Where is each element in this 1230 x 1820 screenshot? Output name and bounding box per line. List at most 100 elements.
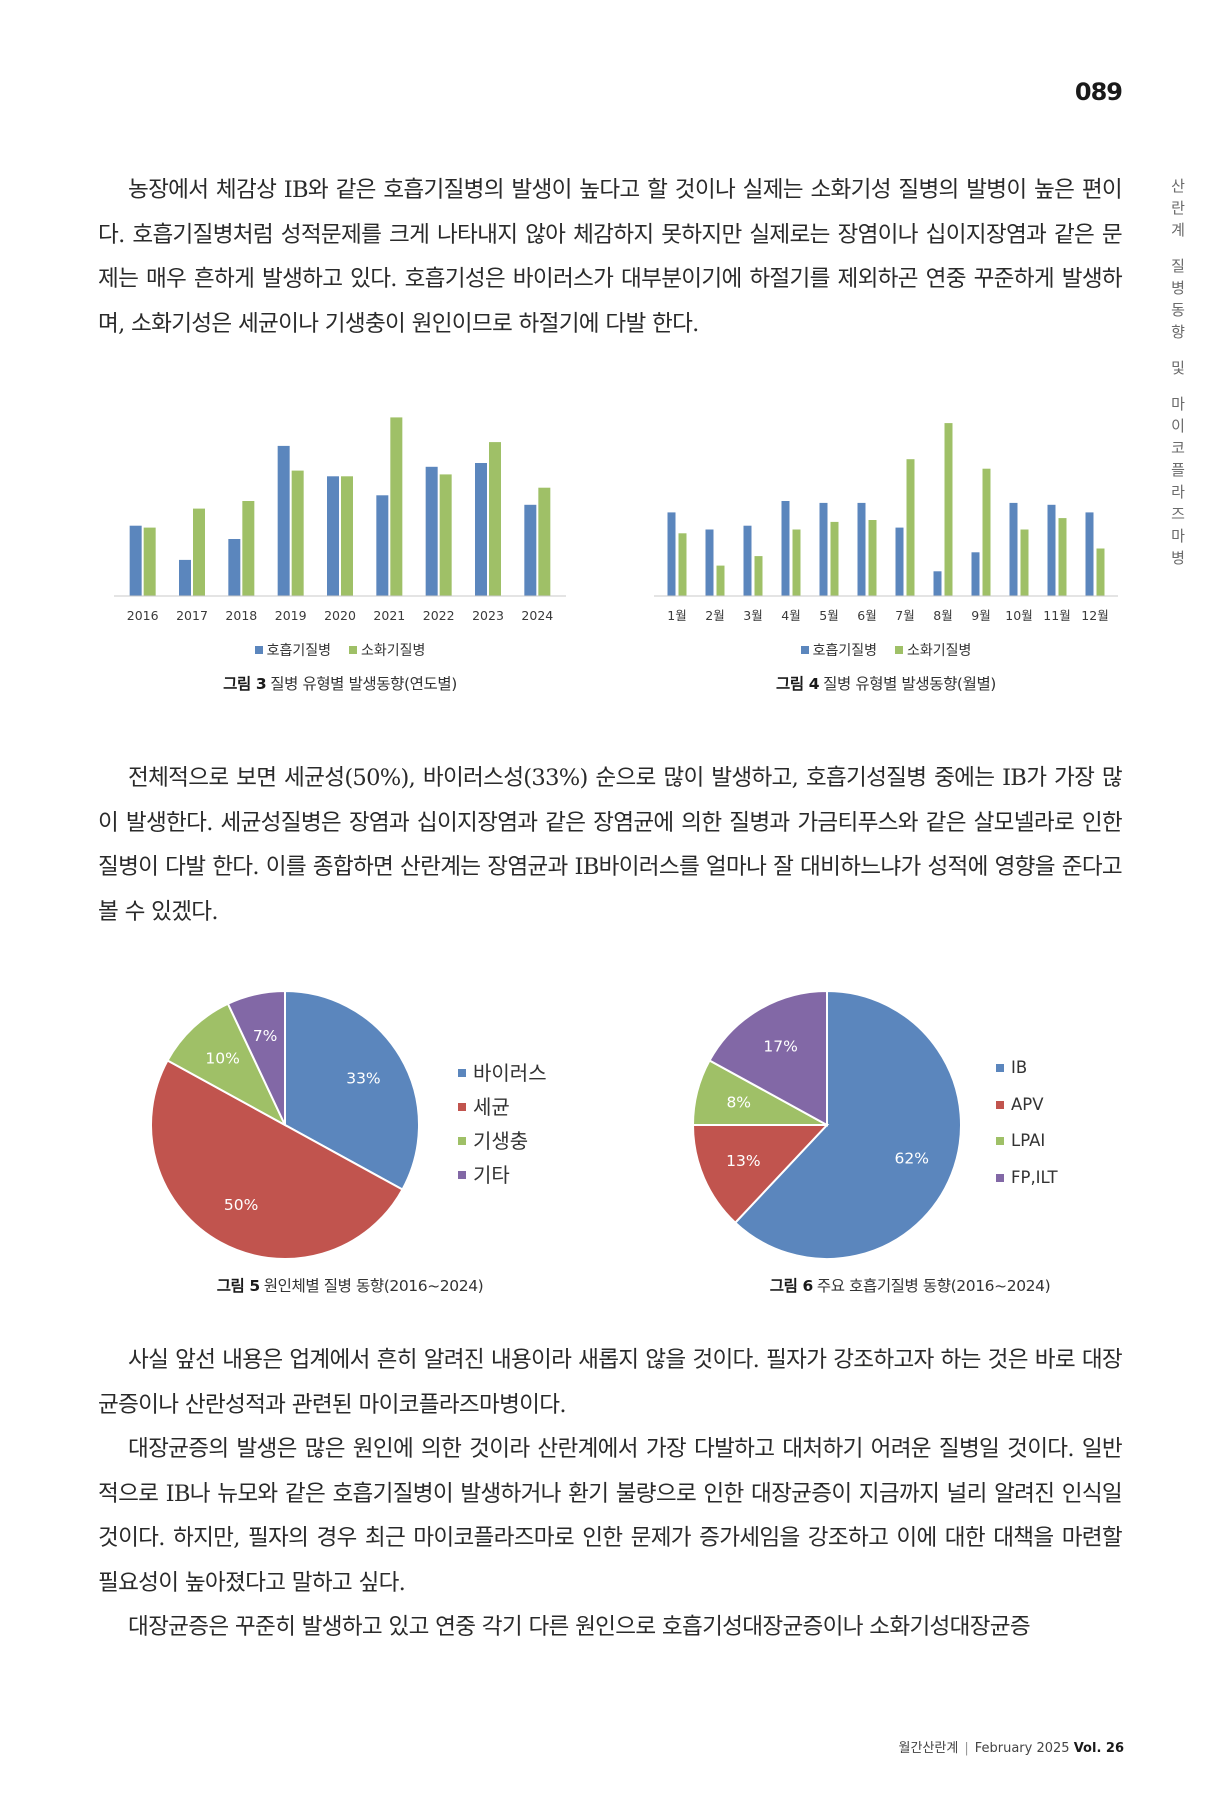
slice-data-label: 13% (726, 1152, 760, 1170)
x-tick-label: 2020 (324, 608, 356, 623)
paragraph-4-text: 대장균증의 발생은 많은 원인에 의한 것이라 산란계에서 가장 다발하고 대처… (98, 1436, 1123, 1596)
pie-legend-item: APV (996, 1087, 1058, 1124)
paragraph-1-text: 농장에서 체감상 IB와 같은 호흡기질병의 발생이 높다고 할 것이나 실제는… (98, 177, 1123, 337)
x-tick-label: 6월 (857, 608, 876, 623)
legend-label: 기생충 (473, 1129, 529, 1153)
legend-swatch (458, 1171, 466, 1179)
legend-label: 호흡기질병 (266, 643, 331, 659)
legend-label: IB (1011, 1058, 1028, 1077)
issue-date: February 2025 (974, 1741, 1070, 1756)
legend-item-respiratory: 호흡기질병 (800, 640, 877, 660)
bar-respiratory (129, 525, 142, 596)
legend-swatch-blue (254, 646, 263, 654)
bar-respiratory (1047, 504, 1056, 596)
volume-number: Vol. 26 (1073, 1741, 1124, 1756)
bar-digestive (754, 556, 763, 596)
bar-respiratory (376, 495, 389, 596)
page-footer: 월간산란계 | February 2025 Vol. 26 (899, 1737, 1124, 1756)
legend-item-respiratory: 호흡기질병 (254, 640, 331, 660)
legend-label: 바이러스 (473, 1061, 547, 1085)
bar-respiratory (277, 445, 290, 596)
figure-number: 그림 6 (769, 1277, 814, 1295)
legend-swatch (996, 1064, 1004, 1073)
chart-yearly: 2016 2017 2018 2019 2020 2021 2022 2023 2024 호흡기… (112, 396, 568, 660)
pie-slice (166, 1002, 288, 1128)
side-title-char: 라 (1171, 483, 1185, 501)
figure-3-caption: 그림 3 질병 유형별 발생동향(연도별) (112, 672, 568, 694)
bar-respiratory (475, 463, 487, 596)
figure-number: 그림 3 (223, 675, 267, 693)
bar-digestive (193, 508, 205, 596)
side-title-char: 란 (1171, 199, 1185, 217)
side-title-char (1163, 241, 1193, 255)
bar-respiratory (705, 529, 714, 596)
bar-respiratory (743, 525, 752, 596)
side-title-char: 및 (1171, 359, 1185, 377)
x-tick-label: 8월 (933, 608, 952, 623)
side-title-char: 코 (1171, 439, 1185, 457)
x-tick-label: 2024 (521, 608, 553, 623)
figure-6-caption: 그림 6 주요 호흡기질병 동향(2016~2024) (700, 1274, 1120, 1296)
bar-respiratory (667, 512, 676, 596)
pie-slice (708, 989, 828, 1127)
bar-digestive (489, 442, 501, 596)
pie-slice (284, 989, 420, 1191)
bar-respiratory (327, 476, 339, 596)
bar-digestive (982, 468, 991, 596)
magazine-name: 월간산란계 (898, 1741, 959, 1756)
chart-pie-respiratory-plot: 62% 13% 8% 17% (691, 989, 962, 1260)
bar-digestive (944, 423, 953, 596)
side-title-char: 마 (1171, 395, 1185, 413)
page-number: 089 (1074, 78, 1123, 106)
bar-digestive (1096, 548, 1105, 596)
bar-digestive (291, 470, 304, 596)
paragraph-2: 전체적으로 보면 세균성(50%), 바이러스성(33%) 순으로 많이 발생하… (98, 756, 1123, 934)
bar-respiratory (1009, 502, 1018, 596)
paragraph-5-text: 대장균증은 꾸준히 발생하고 있고 연중 각기 다른 원인으로 호흡기성대장균증… (128, 1614, 1031, 1640)
paragraph-1: 농장에서 체감상 IB와 같은 호흡기질병의 발생이 높다고 할 것이나 실제는… (98, 168, 1123, 346)
slice-data-label: 33% (346, 1070, 380, 1088)
slice-data-label: 7% (253, 1027, 278, 1045)
legend-swatch-blue (800, 646, 809, 654)
bar-digestive (868, 520, 877, 596)
bar-digestive (792, 529, 801, 596)
figure-5-caption: 그림 5 원인체별 질병 동향(2016~2024) (140, 1274, 560, 1296)
legend-swatch (458, 1103, 466, 1111)
legend-swatch (458, 1137, 466, 1145)
bar-respiratory (971, 552, 980, 596)
side-title-char: 이 (1171, 417, 1185, 435)
x-tick-label: 2021 (373, 608, 405, 623)
legend-item-digestive: 소화기질병 (349, 640, 425, 660)
legend-label: 소화기질병 (907, 643, 972, 659)
side-title-char: 향 (1171, 323, 1185, 341)
bar-digestive (390, 417, 403, 596)
chart-monthly-legend: 호흡기질병 소화기질병 (652, 640, 1120, 660)
legend-swatch (996, 1100, 1004, 1109)
pie-legend-item: FP,ILT (996, 1160, 1058, 1197)
chart-yearly-legend: 호흡기질병 소화기질병 (112, 640, 568, 660)
legend-label: FP,ILT (1011, 1167, 1058, 1187)
x-tick-label: 10월 (1005, 608, 1032, 623)
chart-pie-cause: 33% 50% 10% 7% (140, 980, 430, 1270)
chart-pie-respiratory-legend: IB APV LPAI FP,ILT (996, 1050, 1058, 1196)
bar-respiratory (425, 466, 438, 596)
legend-label: LPAI (1011, 1131, 1046, 1150)
pie-legend-item: IB (996, 1050, 1058, 1087)
slice-data-label: 10% (205, 1050, 239, 1068)
side-title-char: 동 (1171, 301, 1185, 319)
bar-respiratory (524, 504, 537, 596)
x-tick-label: 9월 (971, 608, 990, 623)
legend-label: 세균 (473, 1095, 510, 1119)
figure-4-caption: 그림 4 질병 유형별 발생동향(월별) (652, 672, 1120, 694)
pie-legend-item: 기타 (458, 1158, 547, 1192)
chart-monthly-plot: 1월 2월 3월 4월 5월 6월 7월 8월 9월 10월 11월 12월 (654, 423, 1118, 623)
figure-caption-text: 원인체별 질병 동향(2016~2024) (263, 1277, 484, 1295)
bar-digestive (1058, 518, 1067, 596)
figure-number: 그림 4 (776, 675, 820, 693)
bar-respiratory (228, 539, 241, 596)
x-tick-label: 2019 (275, 608, 307, 623)
x-tick-label: 2022 (423, 608, 455, 623)
bar-digestive (341, 476, 353, 596)
pie-legend-item: 세균 (458, 1090, 547, 1124)
